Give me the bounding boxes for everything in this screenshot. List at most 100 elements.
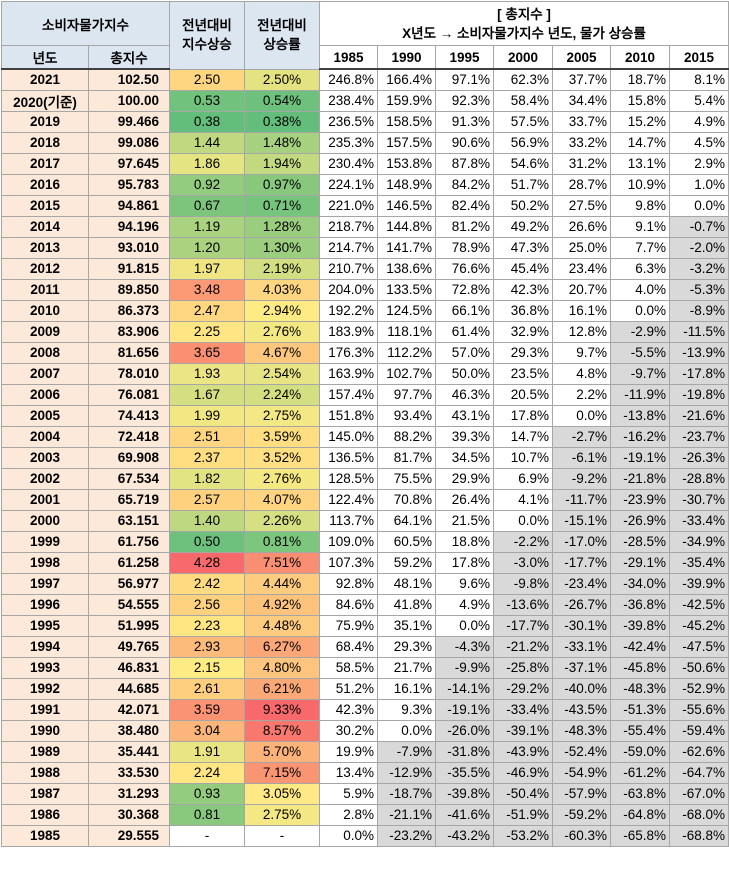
diff-header: 전년대비 지수상승 [169, 1, 246, 70]
base-change: -34.9% [669, 530, 729, 553]
base-change: 157.4% [319, 383, 379, 406]
index: 89.850 [87, 278, 171, 301]
base-change: 136.5% [319, 446, 379, 469]
base-change: 20.5% [493, 383, 554, 406]
index-change: 2.61 [169, 677, 246, 700]
data-row: 2003 69.908 2.37 3.52% 136.5% 81.7% 34.5% 10.7%… [1, 446, 729, 469]
index: 44.685 [87, 677, 171, 700]
base-change: 9.1% [610, 215, 671, 238]
base-change: -26.0% [435, 719, 495, 742]
index: 61.756 [87, 530, 171, 553]
index: 54.555 [87, 593, 171, 616]
base-change: -3.0% [493, 551, 554, 574]
base-change: 9.3% [377, 698, 437, 721]
change-rate: 4.07% [244, 488, 321, 511]
base-change: 39.3% [435, 425, 495, 448]
base-change: 176.3% [319, 341, 379, 364]
base-change: 122.4% [319, 488, 379, 511]
base-change: -28.5% [610, 530, 671, 553]
base-change: -13.9% [669, 341, 729, 364]
year: 2000 [1, 509, 89, 532]
base-change: 46.3% [435, 383, 495, 406]
index-change: 2.37 [169, 446, 246, 469]
base-change: 87.8% [435, 152, 495, 175]
base-change: -25.8% [493, 656, 554, 679]
base-change: -2.0% [669, 236, 729, 259]
year: 2012 [1, 257, 89, 280]
index-change: 0.38 [169, 110, 246, 133]
index: 65.719 [87, 488, 171, 511]
base-change: 13.4% [319, 761, 379, 784]
base-change: -26.7% [552, 593, 612, 616]
base-change: 54.6% [493, 152, 554, 175]
year: 2004 [1, 425, 89, 448]
change-rate: 1.48% [244, 131, 321, 154]
base-change: 238.4% [319, 89, 379, 112]
base-change: -6.1% [552, 446, 612, 469]
base-change: 61.4% [435, 320, 495, 343]
base-change: 113.7% [319, 509, 379, 532]
base-change: -31.8% [435, 740, 495, 763]
base-change: 224.1% [319, 173, 379, 196]
base-change: -54.9% [552, 761, 612, 784]
base-change: -11.5% [669, 320, 729, 343]
base-change: -39.1% [493, 719, 554, 742]
base-change: 75.5% [377, 467, 437, 490]
base-year-header: 2000 [493, 45, 554, 70]
change-rate: 2.19% [244, 257, 321, 280]
data-row: 2000 63.151 1.40 2.26% 113.7% 64.1% 21.5% 0.0% -… [1, 509, 729, 532]
header-line: 지수상승 [182, 37, 232, 53]
index: 38.480 [87, 719, 171, 742]
year: 2006 [1, 383, 89, 406]
base-change: -61.2% [610, 761, 671, 784]
base-change: -14.1% [435, 677, 495, 700]
base-change: -62.6% [669, 740, 729, 763]
base-change: -33.4% [493, 698, 554, 721]
change-rate: 0.81% [244, 530, 321, 553]
base-change: -13.6% [493, 593, 554, 616]
index: 35.441 [87, 740, 171, 763]
base-change: -55.4% [610, 719, 671, 742]
index: 81.656 [87, 341, 171, 364]
base-change: 97.1% [435, 68, 495, 91]
base-change: 91.3% [435, 110, 495, 133]
base-change: 45.4% [493, 257, 554, 280]
base-change: -55.6% [669, 698, 729, 721]
base-year-header: 1995 [435, 45, 495, 70]
base-change: -26.9% [610, 509, 671, 532]
base-change: 84.2% [435, 173, 495, 196]
base-change: 60.5% [377, 530, 437, 553]
index-change: 1.19 [169, 215, 246, 238]
index-change: 1.67 [169, 383, 246, 406]
data-row: 2006 76.081 1.67 2.24% 157.4% 97.7% 46.3% 20.5%… [1, 383, 729, 406]
base-change: 37.7% [552, 68, 612, 91]
base-change: -42.5% [669, 593, 729, 616]
base-change: 26.6% [552, 215, 612, 238]
base-change: 81.2% [435, 215, 495, 238]
base-change: 16.1% [552, 299, 612, 322]
base-change: -11.9% [610, 383, 671, 406]
base-year-header: 2015 [669, 45, 729, 70]
base-change: -13.8% [610, 404, 671, 427]
base-change: -43.5% [552, 698, 612, 721]
change-rate: 6.27% [244, 635, 321, 658]
base-change: 62.3% [493, 68, 554, 91]
base-change: 75.9% [319, 614, 379, 637]
base-change: -8.9% [669, 299, 729, 322]
year: 1987 [1, 782, 89, 805]
base-change: -21.2% [493, 635, 554, 658]
index-change: 3.48 [169, 278, 246, 301]
base-change: 50.2% [493, 194, 554, 217]
data-row: 1992 44.685 2.61 6.21% 51.2% 16.1% -14.1% -29.2… [1, 677, 729, 700]
change-rate: 5.70% [244, 740, 321, 763]
base-change: 102.7% [377, 362, 437, 385]
year: 2002 [1, 467, 89, 490]
base-change: 19.9% [319, 740, 379, 763]
change-rate: 2.75% [244, 404, 321, 427]
base-change: 32.9% [493, 320, 554, 343]
base-change: 4.1% [493, 488, 554, 511]
index: 56.977 [87, 572, 171, 595]
base-change: 7.7% [610, 236, 671, 259]
change-rate: 4.44% [244, 572, 321, 595]
year: 2013 [1, 236, 89, 259]
